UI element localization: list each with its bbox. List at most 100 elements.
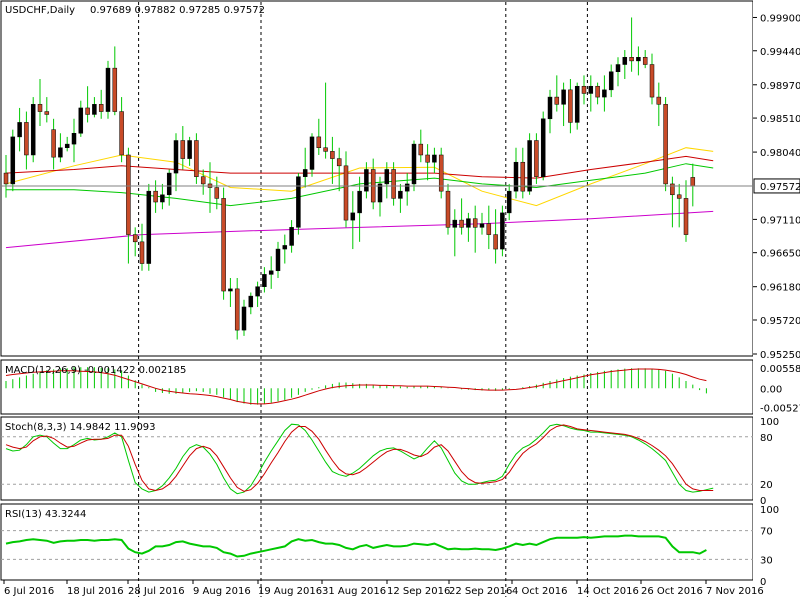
stoch-k-line [5,423,714,495]
candle-body [547,96,553,120]
rsi-panel-frame [0,503,754,581]
time-tick-label: 6 Jul 2016 [4,586,54,597]
candle-body [275,248,281,272]
candle-body [418,143,424,156]
price-tick-label: 0.98040 [760,148,800,159]
candle-body [629,57,634,62]
time-tick-label: 12 Sep 2016 [387,586,450,597]
time-tick-label: 22 Sep 2016 [449,586,512,597]
candle-body [146,190,152,264]
candle-body [302,169,308,177]
macd-panel: 0.005588 0.00 -0.005276 [5,364,800,414]
candle-body [506,190,512,214]
candle-body [194,140,199,177]
candle-body [513,161,519,192]
macd-signal-line [5,368,707,405]
candle-body [493,234,498,250]
candle-body [690,177,696,187]
candle-body [160,194,165,203]
macd-panel-frame [0,359,754,415]
rsi-line [5,534,707,558]
time-tick-label: 19 Aug 2016 [258,586,322,597]
price-tick-label: 0.98510 [760,114,800,125]
candle-body [554,96,560,105]
candle-body [132,234,138,243]
candle-body [255,286,260,297]
stoch-tick-label: 100 [760,417,779,428]
candle-body [343,165,349,221]
price-tick-label: 0.99440 [760,47,800,58]
candle-body [568,89,573,123]
price-axis [753,0,800,600]
candle-body [30,104,36,156]
stoch-panel: 100 80 20 0 [1,417,779,507]
candle-body [44,111,50,115]
candle-body [105,67,111,112]
stoch-d-line [5,424,714,492]
stoch-label: Stoch(8,3,3) 14.9842 11.9093 [5,422,156,433]
candle-body [642,57,648,65]
candle-body [615,64,621,73]
candle-body [472,218,478,228]
candle-body [683,198,689,235]
candle-body [411,143,417,185]
price-tick-label: 0.95720 [760,316,800,327]
candle-body [534,140,539,177]
candle-body [166,172,172,196]
price-tick-label: 0.98970 [760,81,800,92]
candle-body [323,147,328,152]
candle-body [636,57,641,62]
candle-body [364,169,369,192]
candle-body [561,89,566,105]
candle-body [10,136,16,185]
price-tick-label: 0.99900 [760,13,800,24]
macd-tick-label: 0.00 [760,384,782,395]
candle-body [24,122,29,156]
candle-body [187,140,192,159]
candle-body [85,107,90,115]
candle-body [3,172,9,185]
candle-body [608,71,614,91]
candle-body [486,223,492,235]
candle-body [357,190,362,214]
rsi-panel: 100 70 30 0 [1,505,779,588]
candle-body [540,118,546,177]
time-tick-label: 14 Oct 2016 [577,586,639,597]
price-tick-label: 0.97110 [760,215,800,226]
candle-body [438,154,444,192]
candle-body [466,218,471,228]
candle-body [574,85,580,123]
candle-body [425,154,430,163]
candle-body [126,154,131,235]
stoch-tick-label: 0 [760,496,766,507]
candle-body [581,85,587,94]
candle-body [241,306,247,331]
candle-body [262,274,267,287]
candle-body [656,96,662,105]
candle-body [289,227,294,246]
candle-body [520,161,526,192]
candle-body [336,158,342,167]
candle-body [92,104,97,115]
last-price-tag [753,178,800,194]
macd-tick-label: 0.005588 [760,364,800,375]
candle-body [17,122,22,138]
candle-body [282,245,288,250]
candle-body [350,212,356,221]
rsi-tick-label: 0 [760,577,766,588]
candle-body [200,176,206,185]
candle-body [221,198,226,292]
price-tick-label: 0.95250 [760,350,800,361]
candle-body [595,85,600,98]
candle-body [98,104,104,112]
candle-body [173,140,179,174]
candle-body [663,104,668,185]
candle-body [676,194,682,199]
candle-body [309,136,315,170]
candle-body [58,147,63,158]
candle-body [78,107,84,134]
price-tick-label: 0.96650 [760,249,800,260]
candle-body [445,190,451,228]
